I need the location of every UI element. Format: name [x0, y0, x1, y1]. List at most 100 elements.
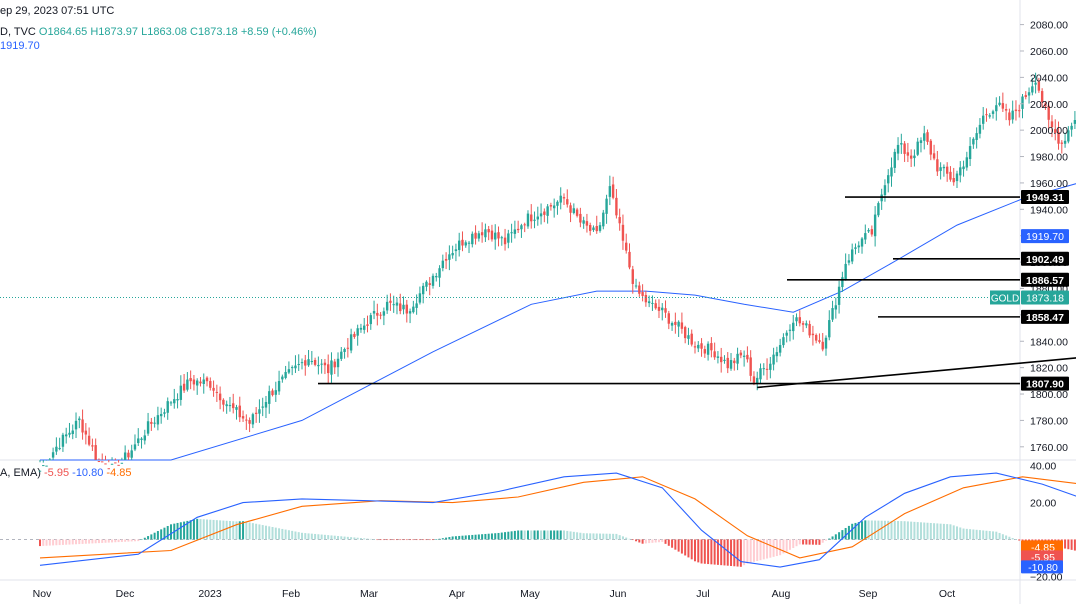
- macd-histogram-bar: [589, 533, 592, 540]
- candle-body: [235, 407, 238, 410]
- candle-body: [222, 399, 225, 405]
- candle-body: [1044, 103, 1047, 107]
- candle-body: [507, 233, 510, 243]
- macd-histogram-bar: [500, 532, 503, 540]
- candle-body: [97, 461, 101, 463]
- candle-body: [972, 138, 975, 145]
- candle-body: [893, 151, 896, 168]
- candle-body: [814, 334, 818, 341]
- macd-badge: [1021, 560, 1063, 574]
- candle-body: [421, 285, 425, 295]
- macd-histogram-bar: [323, 534, 326, 540]
- candle-body: [1034, 82, 1037, 85]
- macd-histogram-bar: [94, 539, 97, 544]
- candle-body: [664, 308, 667, 313]
- macd-histogram-bar: [409, 539, 412, 541]
- macd-legend-macd: -10.80: [72, 467, 104, 479]
- candle-body: [896, 144, 900, 154]
- macd-histogram-bar: [337, 535, 340, 540]
- macd-histogram-bar: [563, 530, 565, 540]
- candle-body: [376, 312, 379, 316]
- candle-body: [523, 224, 526, 226]
- candle-body: [91, 445, 94, 447]
- candle-body: [598, 225, 602, 231]
- macd-histogram-bar: [392, 539, 395, 541]
- candle-body: [415, 303, 418, 308]
- candle-body: [179, 385, 183, 400]
- candle-body: [418, 293, 422, 303]
- candle-body: [248, 420, 251, 424]
- macd-histogram-bar: [713, 539, 716, 565]
- candle-body: [756, 377, 759, 384]
- macd-histogram-bar: [772, 539, 775, 557]
- macd-badge-label: -10.80: [1028, 562, 1058, 574]
- macd-histogram-bar: [75, 539, 78, 545]
- candle-body: [1047, 105, 1050, 120]
- macd-histogram-bar: [825, 539, 827, 541]
- macd-histogram-bar: [949, 524, 952, 540]
- candle-body: [530, 214, 533, 222]
- candle-body: [736, 353, 739, 364]
- candle-body: [651, 302, 654, 304]
- macd-histogram-bar: [864, 520, 867, 540]
- macd-histogram-bar: [707, 539, 710, 565]
- candle-body: [444, 258, 448, 261]
- macd-histogram-bar: [644, 539, 647, 544]
- candle-body: [769, 363, 772, 370]
- macd-histogram-bar: [733, 539, 736, 567]
- candle-body: [628, 251, 631, 268]
- macd-histogram-bar: [320, 534, 323, 540]
- candle-body: [45, 465, 48, 467]
- candle-body: [785, 332, 788, 336]
- macd-badge: [1021, 540, 1063, 554]
- macd-histogram-bar: [756, 539, 759, 562]
- candle-body: [657, 306, 661, 311]
- macd-histogram-bar: [379, 539, 382, 541]
- candle-body: [683, 327, 687, 339]
- candle-body: [487, 229, 490, 233]
- time-axis[interactable]: Nov Dec 2023 Feb Mar Apr May Jun Jul Aug Sep Oct: [33, 588, 956, 600]
- macd-histogram-bar: [317, 534, 320, 540]
- level-badge: [1021, 190, 1069, 205]
- candle-body: [513, 229, 517, 234]
- candle-body: [582, 220, 585, 224]
- macd-histogram-bar: [782, 539, 785, 554]
- candle-body: [975, 133, 978, 140]
- macd-histogram-bar: [608, 533, 611, 540]
- candle-body: [438, 268, 441, 278]
- macd-histogram-bar: [104, 539, 107, 543]
- candle-body: [150, 421, 153, 424]
- candle-body: [644, 294, 648, 303]
- macd-histogram-bar: [1070, 539, 1073, 550]
- candle-body: [1018, 110, 1021, 112]
- macd-tick-label: 40.00: [1030, 461, 1056, 473]
- candle-body: [634, 285, 638, 287]
- price-tick-label: 1800.00: [1030, 389, 1068, 401]
- candle-body: [1004, 109, 1008, 111]
- macd-histogram-bar: [792, 539, 795, 549]
- moving-average-layer: [40, 183, 1076, 461]
- candle-body: [742, 355, 746, 357]
- candle-body: [887, 175, 890, 184]
- candle-body: [625, 242, 628, 251]
- macd-histogram-bar: [808, 539, 811, 545]
- macd-histogram-bar: [975, 529, 978, 540]
- candle-body: [287, 369, 291, 373]
- price-tick-label: 1780.00: [1030, 415, 1068, 427]
- candle-body: [461, 239, 464, 246]
- macd-histogram-bar: [831, 536, 834, 540]
- macd-histogram-bar: [192, 519, 195, 540]
- macd-histogram-bar: [1067, 539, 1070, 550]
- candle-body: [372, 311, 376, 314]
- macd-histogram-bar: [497, 532, 500, 540]
- candle-body: [385, 301, 389, 311]
- macd-histogram-bar: [559, 530, 562, 540]
- candle-body: [330, 360, 333, 375]
- candle-body: [484, 229, 487, 238]
- macd-histogram-bar: [206, 519, 209, 540]
- candle-body: [867, 230, 870, 232]
- macd-histogram-bar: [759, 539, 762, 561]
- candle-body: [585, 221, 589, 226]
- candle-body: [592, 227, 595, 231]
